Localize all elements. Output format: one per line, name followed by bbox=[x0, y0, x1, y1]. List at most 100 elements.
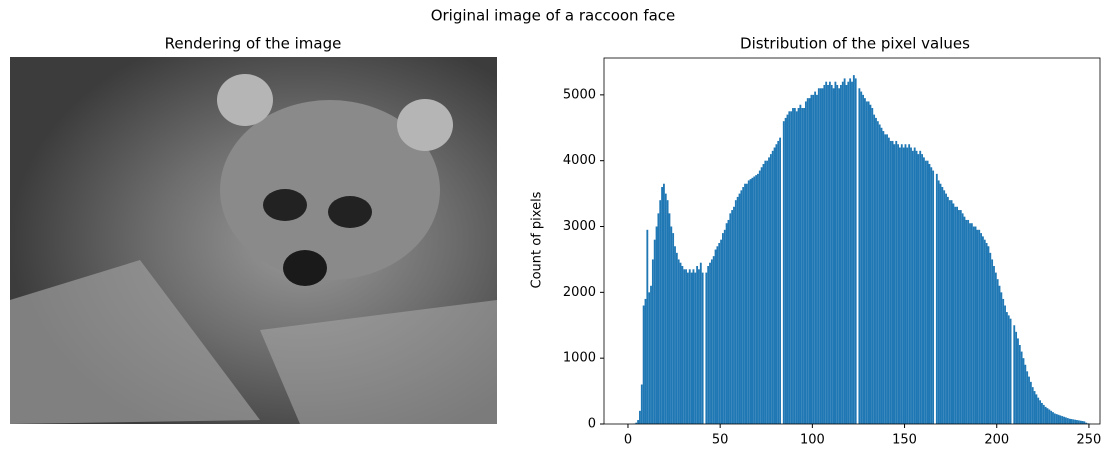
bar bbox=[1063, 417, 1065, 424]
bar bbox=[1050, 411, 1052, 424]
bar bbox=[796, 111, 798, 424]
bar bbox=[945, 194, 947, 424]
bar bbox=[764, 161, 766, 424]
bar bbox=[999, 286, 1001, 424]
bar bbox=[763, 164, 765, 424]
bar bbox=[941, 187, 943, 424]
bar bbox=[646, 230, 648, 424]
bar bbox=[893, 144, 895, 424]
bar bbox=[720, 240, 722, 424]
bar bbox=[702, 273, 704, 424]
bar bbox=[777, 141, 779, 424]
bar bbox=[870, 105, 872, 424]
bar bbox=[1030, 382, 1032, 424]
figure-title: Original image of a raccoon face bbox=[431, 7, 676, 25]
bar bbox=[1004, 306, 1006, 424]
bar bbox=[825, 82, 827, 424]
bar bbox=[698, 269, 700, 424]
bar bbox=[807, 98, 809, 424]
bar bbox=[1076, 420, 1078, 424]
bar bbox=[930, 167, 932, 424]
figure: Original image of a raccoon face Renderi… bbox=[0, 0, 1107, 453]
y-tick-label: 1000 bbox=[563, 351, 596, 366]
bar bbox=[1059, 415, 1061, 424]
bar bbox=[838, 88, 840, 424]
bar bbox=[1041, 403, 1043, 424]
bar bbox=[851, 82, 853, 424]
bar bbox=[818, 88, 820, 424]
bar bbox=[794, 108, 796, 424]
bar bbox=[1021, 352, 1023, 424]
bar bbox=[822, 88, 824, 424]
bar bbox=[947, 197, 949, 424]
bar bbox=[975, 227, 977, 424]
bar bbox=[921, 154, 923, 424]
bar bbox=[740, 190, 742, 424]
y-tick-label: 0 bbox=[588, 417, 596, 432]
bar bbox=[995, 273, 997, 424]
bar bbox=[971, 223, 973, 424]
bar bbox=[696, 266, 698, 424]
bar bbox=[1028, 377, 1030, 424]
bar bbox=[643, 306, 645, 424]
bar bbox=[728, 220, 730, 424]
bar bbox=[903, 148, 905, 424]
bar bbox=[940, 184, 942, 424]
bar bbox=[823, 85, 825, 424]
bar bbox=[875, 118, 877, 424]
bar bbox=[681, 266, 683, 424]
bar bbox=[989, 253, 991, 424]
bar bbox=[936, 174, 938, 424]
bar bbox=[899, 148, 901, 424]
bar bbox=[798, 108, 800, 424]
y-tick-label: 4000 bbox=[563, 153, 596, 168]
bar bbox=[892, 141, 894, 424]
bar bbox=[862, 95, 864, 424]
bar bbox=[1056, 414, 1058, 424]
bar bbox=[879, 124, 881, 424]
bar bbox=[787, 115, 789, 424]
bar bbox=[1024, 365, 1026, 424]
bar bbox=[709, 263, 711, 424]
bar bbox=[897, 144, 899, 424]
bar bbox=[641, 385, 643, 424]
x-tick-label: 100 bbox=[800, 433, 825, 448]
bar bbox=[788, 111, 790, 424]
bar bbox=[657, 213, 659, 424]
bar bbox=[685, 269, 687, 424]
bar bbox=[766, 161, 768, 424]
bar bbox=[1026, 371, 1028, 424]
bar bbox=[733, 207, 735, 424]
bar bbox=[986, 243, 988, 424]
bar bbox=[829, 82, 831, 424]
bar bbox=[748, 180, 750, 424]
bar bbox=[866, 101, 868, 424]
bar bbox=[726, 223, 728, 424]
bar bbox=[976, 230, 978, 424]
bar bbox=[949, 200, 951, 424]
x-tick-label: 150 bbox=[892, 433, 917, 448]
bar bbox=[877, 121, 879, 424]
bar bbox=[960, 210, 962, 424]
bar bbox=[663, 184, 665, 424]
bar bbox=[656, 227, 658, 424]
bar bbox=[707, 266, 709, 424]
bar bbox=[991, 259, 993, 424]
bar bbox=[667, 200, 669, 424]
bar bbox=[689, 269, 691, 424]
bar bbox=[958, 210, 960, 424]
bar bbox=[912, 151, 914, 424]
bar bbox=[744, 184, 746, 424]
bar bbox=[661, 187, 663, 424]
bar bbox=[984, 240, 986, 424]
bar bbox=[814, 92, 816, 424]
bar bbox=[803, 108, 805, 424]
bar bbox=[799, 105, 801, 424]
bar bbox=[1010, 319, 1012, 424]
bar bbox=[1008, 315, 1010, 424]
bar bbox=[827, 85, 829, 424]
bar bbox=[888, 138, 890, 424]
bar bbox=[694, 273, 696, 424]
bar bbox=[1082, 421, 1084, 424]
bar bbox=[639, 411, 641, 424]
